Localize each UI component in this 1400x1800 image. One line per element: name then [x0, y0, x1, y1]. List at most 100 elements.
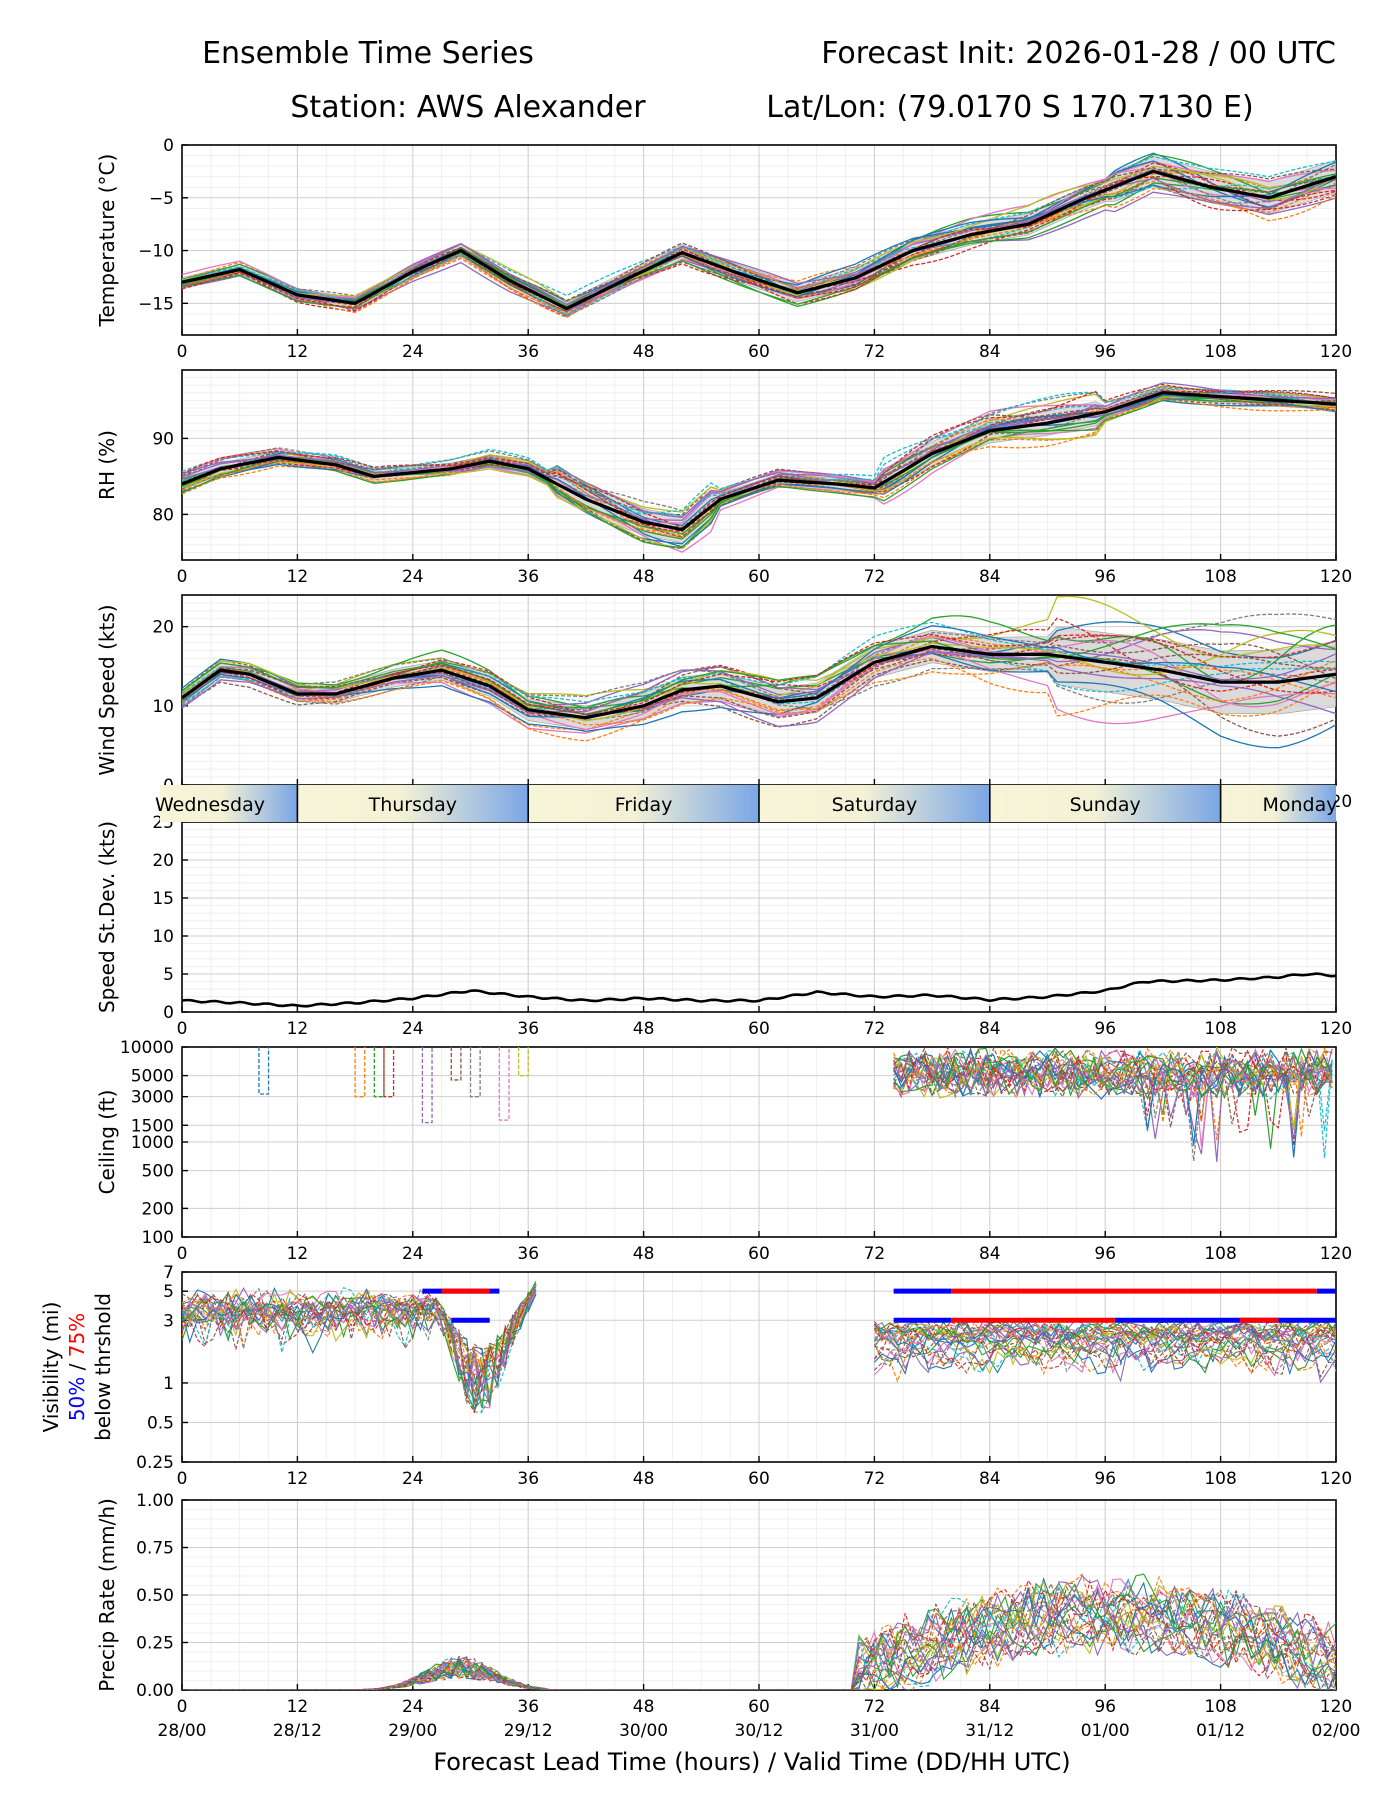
wind_speed-member-line [182, 629, 1336, 722]
wind_speed-member-line [182, 647, 1336, 719]
day-label: Monday [1262, 794, 1337, 816]
visibility-xtick-label: 0 [177, 1469, 188, 1489]
precip_rate-ylabel: Precip Rate (mm/h) [95, 1498, 119, 1692]
speed_stdev-ytick-label: 0 [163, 1003, 174, 1023]
precip_rate-xtick-label: 84 [979, 1697, 1001, 1717]
chart-title: Ensemble Time Series [202, 36, 534, 71]
station-label: Station: AWS Alexander [290, 90, 646, 125]
ceiling-xtick-label: 48 [633, 1244, 655, 1264]
speed_stdev-line [182, 972, 1336, 1008]
visibility-member-line [874, 1320, 1336, 1374]
rh-member-line [182, 398, 1336, 533]
visibility-ytick-label: 1 [163, 1374, 174, 1394]
rh-xtick-label: 0 [177, 567, 188, 587]
visibility-xtick-label: 12 [287, 1469, 309, 1489]
visibility-member-line [182, 1283, 537, 1415]
speed_stdev-xtick-label: 120 [1320, 1019, 1352, 1039]
temperature-xtick-label: 60 [748, 342, 770, 362]
valid-time-label: 31/00 [850, 1721, 899, 1741]
day-band-saturday [759, 785, 990, 822]
visibility-xtick-label: 60 [748, 1469, 770, 1489]
precip_rate-xtick-label: 108 [1204, 1697, 1236, 1717]
temperature-ylabel: Temperature (°C) [95, 154, 119, 328]
visibility-member-line [873, 1321, 1336, 1370]
visibility-ytick-label: 0.5 [147, 1413, 174, 1433]
visibility-member-line [873, 1320, 1336, 1372]
temperature-member-line [182, 187, 1336, 319]
temperature-xtick-label: 72 [864, 342, 886, 362]
temperature-xtick-label: 48 [633, 342, 655, 362]
ceiling-spike [421, 1047, 433, 1124]
visibility-member-line [873, 1320, 1336, 1374]
temperature-ytick-label: −5 [149, 189, 174, 209]
speed_stdev-ytick-label: 5 [163, 965, 174, 985]
visibility-xtick-label: 36 [517, 1469, 539, 1489]
ceiling-member-line [893, 1049, 1333, 1140]
visibility-ytick-label: 7 [163, 1263, 174, 1283]
ceiling-ytick-label: 3000 [131, 1088, 174, 1108]
wind_speed-member-line [182, 657, 1336, 742]
rh-member-line [182, 387, 1336, 517]
speed_stdev-xtick-label: 48 [633, 1019, 655, 1039]
visibility-member-line [182, 1284, 537, 1414]
visibility-member-line [873, 1322, 1336, 1376]
ceiling-spike [354, 1047, 366, 1098]
temperature-xtick-label: 36 [517, 342, 539, 362]
valid-time-label: 31/12 [965, 1721, 1014, 1741]
rh-ylabel: RH (%) [95, 430, 119, 500]
wind_speed-member-line [182, 651, 1336, 727]
temperature-member-line [182, 162, 1336, 313]
day-label: Saturday [832, 794, 918, 816]
rh-ytick-label: 80 [152, 505, 174, 525]
day-band-thursday [297, 785, 529, 822]
visibility-ytick-label: 0.25 [136, 1453, 174, 1473]
precip_rate-xtick-label: 72 [864, 1697, 886, 1717]
rh-xtick-label: 60 [748, 567, 770, 587]
visibility-member-line [874, 1321, 1336, 1368]
valid-time-label: 29/12 [504, 1721, 553, 1741]
precip_rate-xtick-label: 36 [517, 1697, 539, 1717]
speed_stdev-xtick-label: 12 [287, 1019, 309, 1039]
visibility-xtick-label: 120 [1320, 1469, 1352, 1489]
visibility-threshold-label: below thrshold [91, 1293, 115, 1441]
ceiling-ytick-label: 10000 [120, 1038, 174, 1058]
latlon-label: Lat/Lon: (79.0170 S 170.7130 E) [766, 90, 1253, 125]
temperature-member-line [182, 180, 1336, 314]
temperature-ytick-label: 0 [163, 136, 174, 156]
ceiling-series [258, 1047, 1333, 1162]
ceiling-spike [517, 1047, 529, 1077]
temperature-mean-line [182, 169, 1336, 311]
precip_rate-series [182, 1573, 1336, 1690]
ceiling-ytick-label: 1000 [131, 1133, 174, 1153]
speed_stdev-ylabel: Speed St.Dev. (kts) [95, 821, 119, 1013]
day-label: Sunday [1070, 794, 1141, 816]
visibility-member-line [873, 1321, 1336, 1376]
precip_rate-ytick-label: 0.50 [136, 1586, 174, 1606]
ceiling-spike [258, 1047, 270, 1095]
precip_rate-ytick-label: 0.00 [136, 1681, 174, 1701]
wind_speed-member-line [182, 615, 1336, 709]
visibility-xtick-label: 48 [633, 1469, 655, 1489]
precip_rate-ytick-label: 0.25 [136, 1634, 174, 1654]
forecast-init-label: Forecast Init: 2026-01-28 / 00 UTC [821, 36, 1336, 71]
rh-xtick-label: 84 [979, 567, 1001, 587]
rh-xtick-label: 108 [1204, 567, 1236, 587]
visibility-member-line [874, 1319, 1336, 1375]
wind_speed-member-line [182, 623, 1336, 715]
ceiling-xtick-label: 120 [1320, 1244, 1352, 1264]
wind_speed-ylabel: Wind Speed (kts) [95, 604, 119, 775]
visibility-member-line [873, 1320, 1336, 1384]
visibility-member-line [182, 1285, 537, 1413]
ceiling-xtick-label: 96 [1094, 1244, 1116, 1264]
wind_speed-mean-line [182, 644, 1336, 720]
ceiling-ylabel: Ceiling (ft) [95, 1090, 119, 1195]
precip-member-line [182, 1582, 1336, 1690]
rh-xtick-label: 120 [1320, 567, 1352, 587]
rh-xtick-label: 36 [517, 567, 539, 587]
speed_stdev-xtick-label: 36 [517, 1019, 539, 1039]
panels-layer: 0−5−10−150 12 24 36 48 60 72 84 96 108 120Temperat… [39, 136, 1361, 1741]
ceiling-ytick-label: 500 [142, 1162, 174, 1182]
day-label: Thursday [368, 794, 457, 816]
day-label: Wednesday [155, 794, 265, 816]
